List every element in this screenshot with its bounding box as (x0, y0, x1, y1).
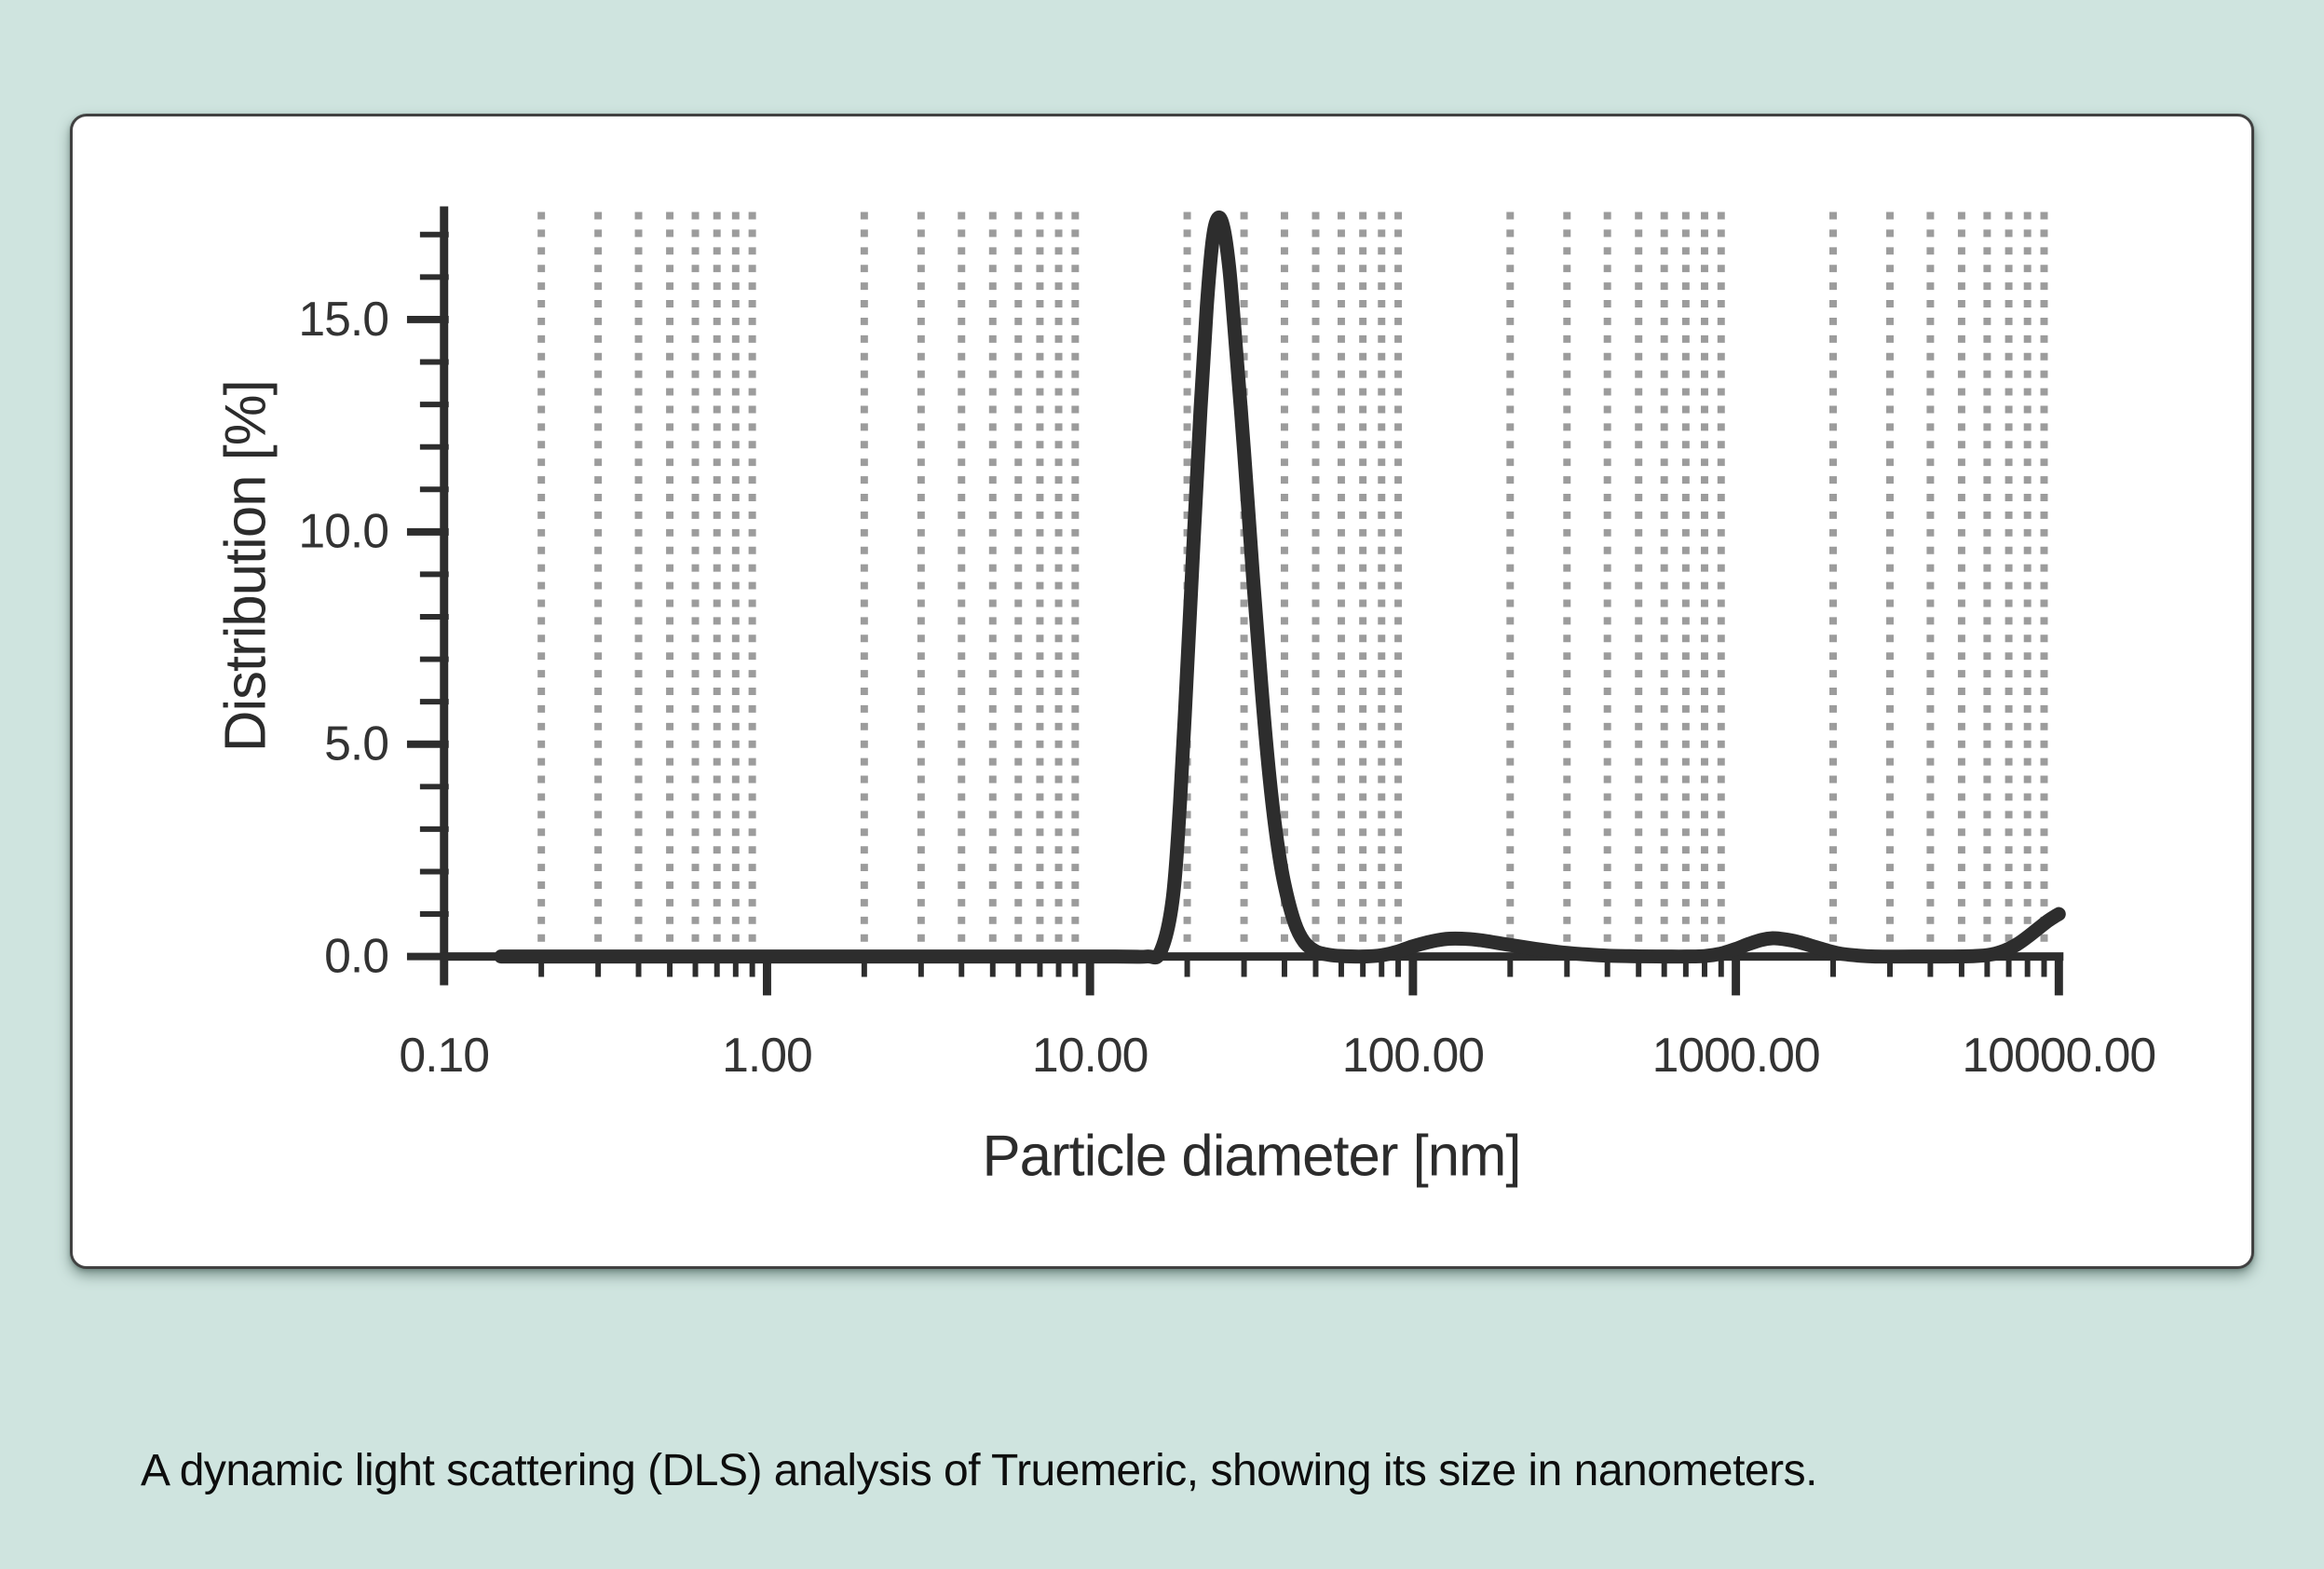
x-tick-label: 1000.00 (1652, 1028, 1820, 1082)
figure-caption: A dynamic light scattering (DLS) analysi… (141, 1446, 1817, 1495)
x-tick-label: 0.10 (399, 1028, 489, 1082)
y-tick-label: 10.0 (298, 504, 388, 558)
y-tick-label: 5.0 (324, 716, 388, 771)
x-tick-label: 100.00 (1342, 1028, 1484, 1082)
tick-label-layer: 0.10 1.00 10.00 100.00 1000.00 10000.00 0.0 5.0… (298, 292, 2156, 1082)
x-tick-label: 10.00 (1032, 1028, 1148, 1082)
x-tick-label: 1.00 (722, 1028, 812, 1082)
y-tick-label: 0.0 (324, 929, 388, 983)
y-axis-title: Distribution [%] (214, 380, 279, 752)
chart-card: 0.10 1.00 10.00 100.00 1000.00 10000.00 0.0 5.0… (70, 114, 2254, 1269)
dls-chart: 0.10 1.00 10.00 100.00 1000.00 10000.00 0.0 5.0… (214, 206, 2156, 1188)
x-axis-title: Particle diameter [nm] (983, 1124, 1521, 1188)
grid-layer (537, 211, 2048, 952)
distribution-curve (494, 210, 2066, 965)
x-tick-label: 10000.00 (1962, 1028, 2155, 1082)
y-tick-label: 15.0 (298, 292, 388, 346)
